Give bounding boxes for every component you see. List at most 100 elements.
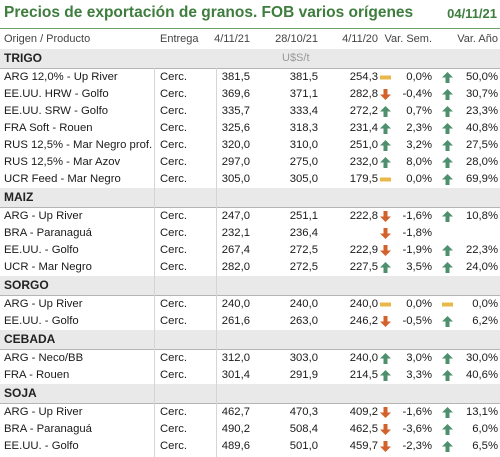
delivery-cell: Cerc. [160,352,187,364]
price-current-cell: 462,7 [221,406,250,418]
price-week-ago-cell: 272,5 [289,261,318,273]
table-row[interactable]: BRA - Paranaguá Cerc. 490,2 508,4 462,5 -3,6%… [0,421,500,438]
table-row[interactable]: RUS 12,5% - Mar Negro prof. Cerc. 320,0 310… [0,137,500,154]
column-divider [216,68,217,457]
yearly-change-cell: 0,0% [472,298,498,310]
table-row[interactable]: BRA - Paranaguá Cerc. 232,1 236,4 -1,8% [0,225,500,242]
price-week-ago-cell: 310,0 [289,139,318,151]
price-current-cell: 325,6 [221,122,250,134]
weekly-change-cell: 0,0% [406,298,432,310]
section-header-soja: SOJA [0,384,500,404]
yearly-change-cell: 30,7% [465,88,498,100]
table-row[interactable]: EE.UU. HRW - Golfo Cerc. 369,6 371,1 282,8 -0… [0,86,500,103]
price-week-ago-cell: 251,1 [289,210,318,222]
table-row[interactable]: ARG - Neco/BB Cerc. 312,0 303,0 240,0 3,0% 30,… [0,350,500,367]
col-header-year-ago[interactable]: 4/11/20 [342,33,378,45]
table-row[interactable]: ARG - Up River Cerc. 462,7 470,3 409,2 -1,6% 1… [0,404,500,421]
arrow-down-icon [380,407,391,418]
table-row[interactable]: ARG - Up River Cerc. 247,0 251,1 222,8 -1,6% 1… [0,208,500,225]
report-date: 04/11/21 [447,6,497,21]
col-header-current[interactable]: 4/11/21 [214,33,250,45]
table-row[interactable]: ARG - Up River Cerc. 240,0 240,0 240,0 0,0% 0,… [0,296,500,313]
arrow-up-icon [442,316,453,327]
table-row[interactable]: FRA Soft - Rouen Cerc. 325,6 318,3 231,4 2,3%… [0,120,500,137]
origin-product-cell: ARG - Up River [4,298,83,310]
col-header-weekly-change[interactable]: Var. Sem. [384,33,432,45]
origin-product-cell: ARG 12,0% - Up River [4,71,118,83]
delivery-cell: Cerc. [160,156,187,168]
title-bar: Precios de exportación de granos. FOB va… [0,0,500,29]
weekly-change-cell: -2,3% [402,440,432,452]
arrow-down-icon [380,424,391,435]
price-current-cell: 247,0 [221,210,250,222]
yearly-change-cell: 50,0% [465,71,498,83]
delivery-cell: Cerc. [160,210,187,222]
table-row[interactable]: RUS 12,5% - Mar Azov Cerc. 297,0 275,0 232,0… [0,154,500,171]
price-current-cell: 305,0 [221,173,250,185]
weekly-change-cell: 3,0% [406,352,432,364]
weekly-change-cell: -3,6% [402,423,432,435]
weekly-change-cell: 2,3% [406,122,432,134]
origin-product-cell: FRA Soft - Rouen [4,122,93,134]
arrow-up-icon [380,106,391,117]
flat-dash-icon [380,72,391,83]
price-year-ago-cell: 227,5 [349,261,378,273]
col-header-delivery[interactable]: Entrega [160,33,199,45]
origin-product-cell: RUS 12,5% - Mar Negro prof. [4,139,153,151]
price-week-ago-cell: 303,0 [289,352,318,364]
price-week-ago-cell: 501,0 [289,440,318,452]
table-row[interactable]: EE.UU. - Golfo Cerc. 261,6 263,0 246,2 -0,5% 6… [0,313,500,330]
weekly-change-cell: -1,8% [402,227,432,239]
price-current-cell: 381,5 [221,71,250,83]
table-row[interactable]: EE.UU. - Golfo Cerc. 267,4 272,5 222,9 -1,9% 2… [0,242,500,259]
price-current-cell: 490,2 [221,423,250,435]
yearly-change-cell: 27,5% [465,139,498,151]
weekly-change-cell: 3,2% [406,139,432,151]
table-row[interactable]: ARG 12,0% - Up River Cerc. 381,5 381,5 254,3… [0,69,500,86]
section-title: MAIZ [4,190,34,204]
yearly-change-cell: 23,3% [465,105,498,117]
origin-product-cell: UCR Feed - Mar Negro [4,173,121,185]
yearly-change-cell: 6,0% [472,423,498,435]
arrow-up-icon [442,123,453,134]
origin-product-cell: ARG - Up River [4,406,83,418]
weekly-change-cell: -1,6% [402,406,432,418]
price-week-ago-cell: 263,0 [289,315,318,327]
delivery-cell: Cerc. [160,440,187,452]
origin-product-cell: UCR - Mar Negro [4,261,92,273]
col-header-origin[interactable]: Origen / Producto [4,33,91,45]
price-year-ago-cell: 282,8 [349,88,378,100]
arrow-down-icon [380,228,391,239]
yearly-change-cell: 28,0% [465,156,498,168]
delivery-cell: Cerc. [160,406,187,418]
yearly-change-cell: 6,5% [472,440,498,452]
yearly-change-cell: 69,9% [465,173,498,185]
arrow-up-icon [442,174,453,185]
table-row[interactable]: UCR Feed - Mar Negro Cerc. 305,0 305,0 179,5… [0,171,500,188]
flat-dash-icon [380,299,391,310]
arrow-up-icon [442,72,453,83]
price-year-ago-cell: 462,5 [349,423,378,435]
arrow-down-icon [380,441,391,452]
table-row[interactable]: UCR - Mar Negro Cerc. 282,0 272,5 227,5 3,5% 2… [0,259,500,276]
table-row[interactable]: FRA - Rouen Cerc. 301,4 291,9 214,5 3,3% 40,6% [0,367,500,384]
price-week-ago-cell: 305,0 [289,173,318,185]
origin-product-cell: EE.UU. - Golfo [4,440,79,452]
table-row[interactable]: EE.UU. SRW - Golfo Cerc. 335,7 333,4 272,2 0,… [0,103,500,120]
arrow-up-icon [380,370,391,381]
price-week-ago-cell: 318,3 [289,122,318,134]
price-week-ago-cell: 470,3 [289,406,318,418]
table-row[interactable]: EE.UU. - Golfo Cerc. 489,6 501,0 459,7 -2,3% 6… [0,438,500,455]
weekly-change-cell: -0,5% [402,315,432,327]
price-current-cell: 232,1 [221,227,250,239]
delivery-cell: Cerc. [160,244,187,256]
weekly-change-cell: 0,0% [406,71,432,83]
price-week-ago-cell: 371,1 [289,88,318,100]
price-year-ago-cell: 254,3 [349,71,378,83]
weekly-change-cell: -1,9% [402,244,432,256]
col-header-yearly-change[interactable]: Var. Año [457,33,498,45]
col-header-week-ago[interactable]: 28/10/21 [275,33,318,45]
price-week-ago-cell: 236,4 [289,227,318,239]
origin-product-cell: RUS 12,5% - Mar Azov [4,156,121,168]
price-current-cell: 261,6 [221,315,250,327]
